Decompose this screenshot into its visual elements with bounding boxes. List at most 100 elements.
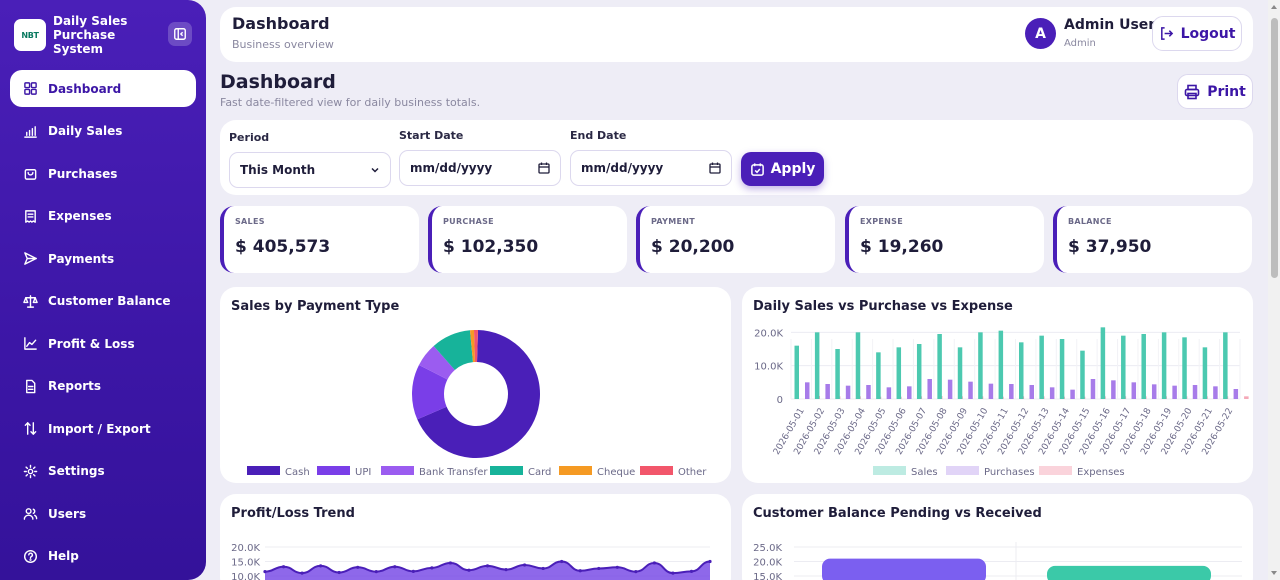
calendar-icon[interactable] <box>709 162 721 174</box>
avatar[interactable]: A <box>1025 18 1056 49</box>
sidebar-item-reports[interactable]: Reports <box>10 368 196 405</box>
bar-purchases[interactable] <box>1049 387 1055 399</box>
period-select[interactable]: This Month <box>229 152 391 188</box>
pie-slice-card[interactable] <box>433 330 473 370</box>
start-date-input[interactable]: mm/dd/yyyy <box>399 150 561 186</box>
bar-purchases[interactable] <box>1192 385 1198 399</box>
bar-sales[interactable] <box>1121 335 1126 399</box>
sidebar-item-daily-sales[interactable]: Daily Sales <box>10 113 196 150</box>
bar-purchases[interactable] <box>825 384 830 399</box>
bar-sales[interactable] <box>1019 342 1024 399</box>
bar-expenses[interactable] <box>1244 396 1249 399</box>
bar-sales[interactable] <box>1182 337 1187 399</box>
bar-sales[interactable] <box>1202 347 1208 399</box>
sidebar-item-settings[interactable]: Settings <box>10 453 196 490</box>
bar-purchases[interactable] <box>1131 382 1137 399</box>
trend-point[interactable] <box>411 569 415 573</box>
bar-sales[interactable] <box>794 345 800 399</box>
trend-point[interactable] <box>263 570 267 574</box>
bar-sales[interactable] <box>1223 332 1228 399</box>
bar-purchases[interactable] <box>1213 386 1218 399</box>
bar-sales[interactable] <box>814 332 820 399</box>
sidebar-collapse-button[interactable] <box>168 22 192 46</box>
bar-sales[interactable] <box>937 334 942 399</box>
print-button[interactable]: Print <box>1177 74 1253 109</box>
sidebar-item-purchases[interactable]: Purchases <box>10 155 196 192</box>
trend-point[interactable] <box>652 561 656 565</box>
bar-sales[interactable] <box>998 330 1004 399</box>
sidebar-item-help[interactable]: Help <box>10 538 196 575</box>
trend-point[interactable] <box>467 568 471 572</box>
pie-slice-other[interactable] <box>473 330 479 363</box>
trend-point[interactable] <box>504 568 508 572</box>
sidebar-item-profit-loss[interactable]: Profit & Loss <box>10 325 196 362</box>
trend-point[interactable] <box>300 571 304 575</box>
logout-button[interactable]: Logout <box>1152 16 1242 51</box>
sidebar-item-expenses[interactable]: Expenses <box>10 198 196 235</box>
bar-purchases[interactable] <box>1090 379 1096 399</box>
pie-slice-cheque[interactable] <box>469 330 475 363</box>
bar-sales[interactable] <box>1100 327 1106 399</box>
trend-point[interactable] <box>485 564 490 568</box>
bar-purchases[interactable] <box>1151 384 1157 399</box>
trend-point[interactable] <box>374 570 378 574</box>
scroll-down-icon[interactable] <box>1270 569 1278 577</box>
bar-sales[interactable] <box>1161 332 1167 399</box>
bar-purchases[interactable] <box>968 381 973 399</box>
scrollbar-thumb[interactable] <box>1271 18 1278 278</box>
trend-point[interactable] <box>578 569 582 573</box>
bar-sales[interactable] <box>957 347 963 399</box>
trend-point[interactable] <box>356 565 360 569</box>
sidebar-item-users[interactable]: Users <box>10 495 196 532</box>
bar-sales[interactable] <box>978 332 983 399</box>
pie-slice-bank-transfer[interactable] <box>418 345 455 380</box>
trend-point[interactable] <box>671 571 675 575</box>
page-scrollbar[interactable] <box>1268 0 1280 580</box>
trend-point[interactable] <box>522 563 527 567</box>
bar-pending[interactable] <box>822 558 986 580</box>
bar-purchases[interactable] <box>1172 385 1177 399</box>
trend-point[interactable] <box>281 565 286 569</box>
trend-point[interactable] <box>319 564 323 568</box>
bar-sales[interactable] <box>896 347 902 399</box>
bar-purchases[interactable] <box>1111 380 1116 399</box>
apply-button[interactable]: Apply <box>741 152 824 186</box>
sidebar-item-customer-balance[interactable]: Customer Balance <box>10 283 196 320</box>
bar-purchases[interactable] <box>866 385 871 399</box>
bar-purchases[interactable] <box>1070 389 1075 399</box>
sidebar-item-dashboard[interactable]: Dashboard <box>10 70 196 107</box>
bar-sales[interactable] <box>1080 350 1085 399</box>
bar-purchases[interactable] <box>947 379 953 399</box>
trend-point[interactable] <box>708 559 712 564</box>
bar-sales[interactable] <box>876 352 881 399</box>
bar-purchases[interactable] <box>988 383 994 399</box>
bar-purchases[interactable] <box>1009 384 1014 399</box>
scroll-up-icon[interactable] <box>1270 3 1278 11</box>
trend-point[interactable] <box>560 559 564 564</box>
trend-point[interactable] <box>393 565 397 569</box>
bar-purchases[interactable] <box>927 379 932 399</box>
bar-sales[interactable] <box>1059 339 1065 399</box>
end-date-input[interactable]: mm/dd/yyyy <box>570 150 732 186</box>
bar-sales[interactable] <box>916 344 922 399</box>
trend-point[interactable] <box>430 566 434 570</box>
calendar-icon[interactable] <box>538 162 550 174</box>
sidebar-item-import-export[interactable]: Import / Export <box>10 410 196 447</box>
bar-received[interactable] <box>1047 565 1211 580</box>
trend-point[interactable] <box>541 566 545 571</box>
bar-purchases[interactable] <box>886 387 892 399</box>
trend-point[interactable] <box>634 570 638 574</box>
bar-sales[interactable] <box>1141 334 1146 399</box>
trend-point[interactable] <box>615 565 619 569</box>
trend-point[interactable] <box>689 569 694 573</box>
bar-purchases[interactable] <box>1233 389 1239 399</box>
bar-sales[interactable] <box>855 332 861 399</box>
pie-slice-upi[interactable] <box>412 364 448 420</box>
bar-sales[interactable] <box>835 349 840 399</box>
sidebar-item-payments[interactable]: Payments <box>10 240 196 277</box>
trend-point[interactable] <box>337 570 341 575</box>
bar-sales[interactable] <box>1039 335 1044 399</box>
bar-purchases[interactable] <box>1029 385 1035 399</box>
pie-slice-cash[interactable] <box>417 330 540 458</box>
bar-purchases[interactable] <box>805 382 810 399</box>
